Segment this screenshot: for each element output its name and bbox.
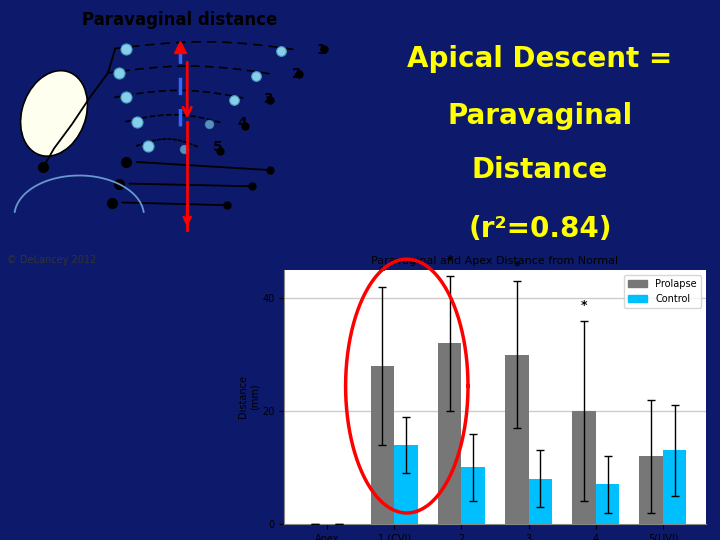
Text: Apical Descent =: Apical Descent = — [408, 45, 672, 73]
Text: 1: 1 — [317, 43, 327, 57]
Text: © DeLancey 2012: © DeLancey 2012 — [7, 254, 96, 265]
Text: Paravaginal: Paravaginal — [447, 102, 633, 130]
Text: Distance: Distance — [472, 156, 608, 184]
Text: 5: 5 — [212, 140, 222, 154]
Text: (r²=0.84): (r²=0.84) — [468, 215, 612, 244]
Bar — [505, 355, 528, 524]
Legend: Prolapse, Control: Prolapse, Control — [624, 275, 701, 307]
Text: *: * — [379, 266, 386, 279]
Text: 4: 4 — [238, 116, 248, 130]
Ellipse shape — [21, 71, 87, 156]
Text: *: * — [446, 254, 453, 267]
Bar — [595, 484, 619, 524]
Y-axis label: Distance
(mm): Distance (mm) — [238, 375, 259, 418]
Text: *: * — [513, 260, 520, 273]
Text: Paravaginal distance: Paravaginal distance — [82, 11, 278, 29]
Bar — [528, 478, 552, 524]
Bar — [639, 456, 663, 524]
Title: Paravaginal and Apex Distance from Normal: Paravaginal and Apex Distance from Norma… — [372, 256, 618, 266]
Bar — [395, 445, 418, 524]
Text: *: * — [581, 299, 588, 312]
Bar — [572, 411, 595, 524]
Bar — [462, 468, 485, 524]
Bar — [371, 366, 395, 524]
Bar — [663, 450, 686, 524]
Text: 2: 2 — [292, 68, 302, 81]
Text: 3: 3 — [263, 92, 272, 105]
Bar — [438, 343, 462, 524]
